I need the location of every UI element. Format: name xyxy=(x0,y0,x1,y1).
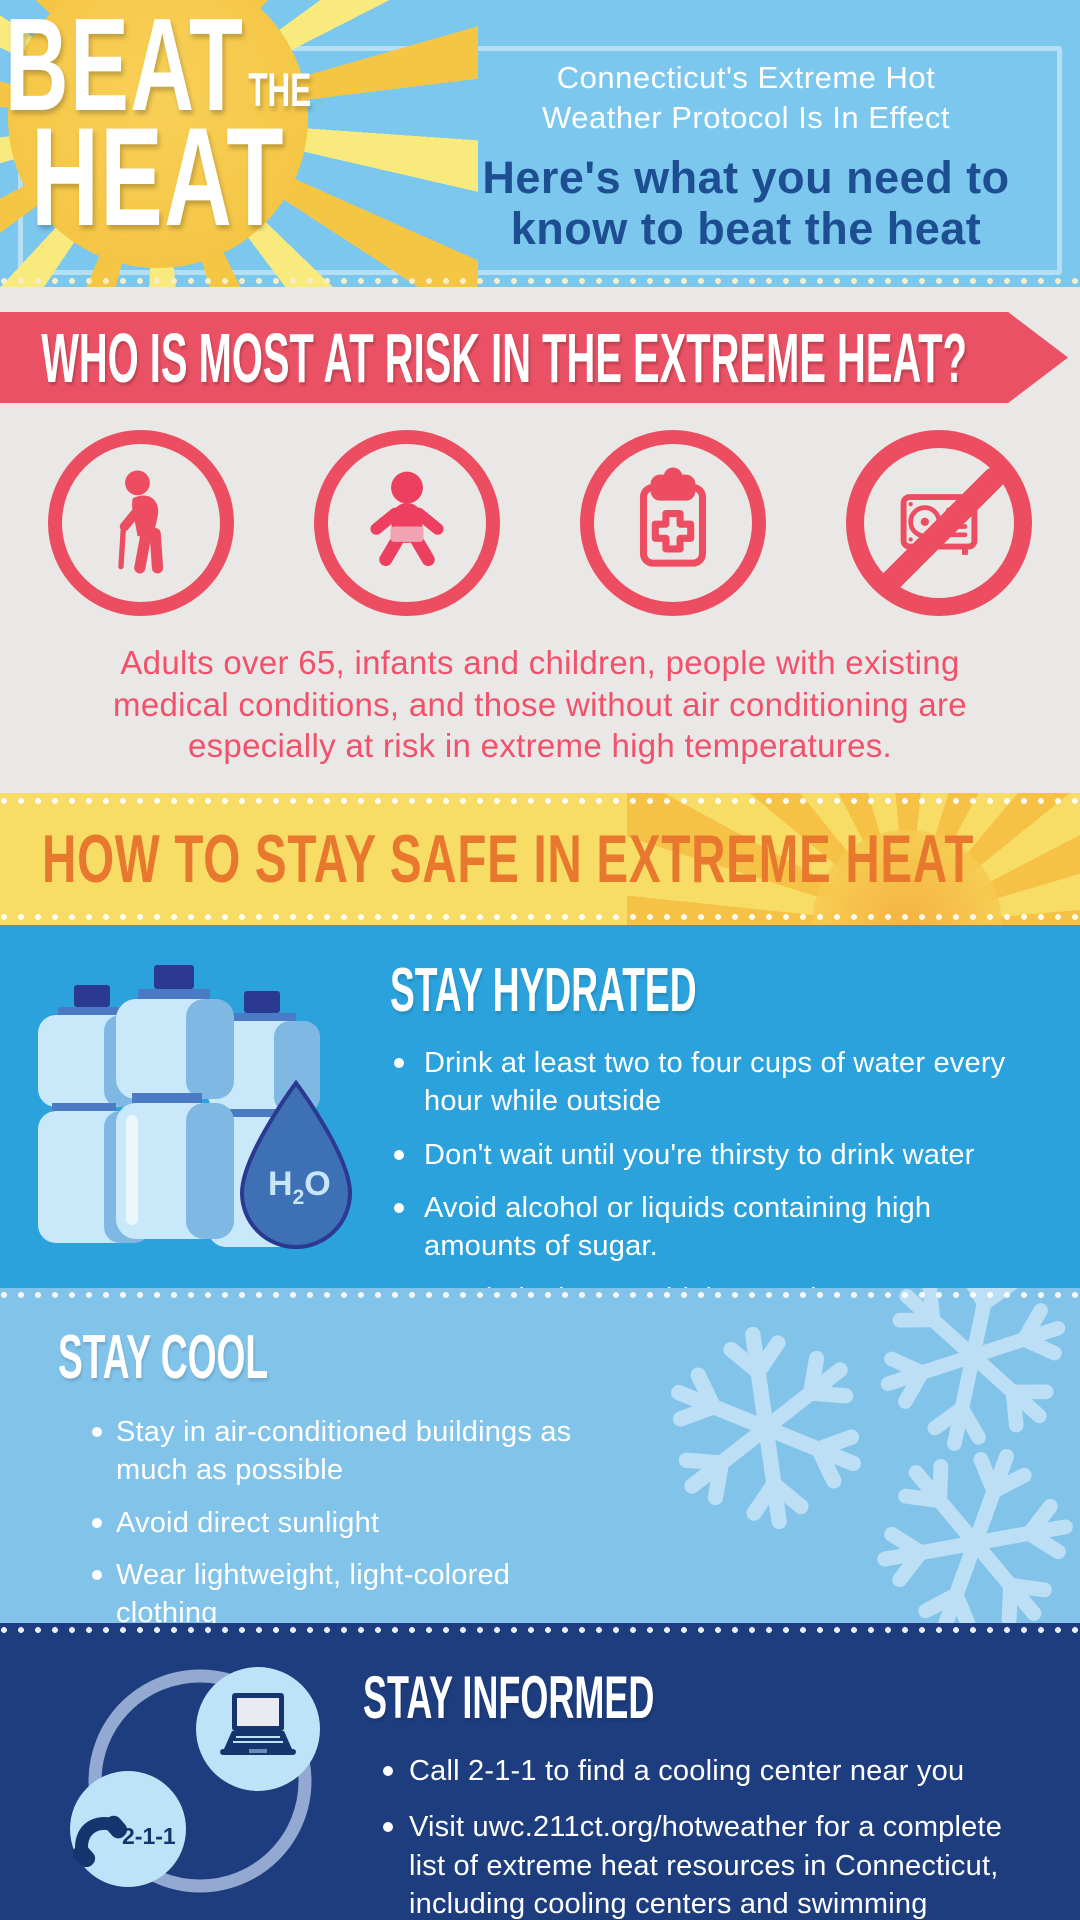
beat-the-heat-logo: BEAT THE HEAT xyxy=(5,0,312,268)
list-item: Stay in air-conditioned buildings as muc… xyxy=(88,1413,603,1490)
list-item: Remind others to drink enough water xyxy=(390,1280,1050,1288)
list-item: Don't wait until you're thirsty to drink… xyxy=(390,1136,1050,1174)
risk-section: WHO IS MOST AT RISK IN THE EXTREME HEAT? xyxy=(0,312,1080,793)
stay-informed-illustration: 2-1-1 xyxy=(70,1667,320,1893)
water-bottles-icon: H2O xyxy=(38,965,353,1249)
medical-clipboard-icon xyxy=(580,430,766,616)
list-item: Avoid direct sunlight xyxy=(88,1504,603,1542)
laptop-icon xyxy=(196,1667,320,1791)
list-item: Wear lightweight, light-colored clothing xyxy=(88,1556,603,1623)
stay-informed-section: 2-1-1 STAY INFORMED Call 2-1-1 to find a… xyxy=(0,1623,1080,1920)
header-text-block: Connecticut's Extreme Hot Weather Protoc… xyxy=(436,58,1056,254)
how-to-stay-safe-banner: HOW TO STAY SAFE IN EXTREME HEAT xyxy=(0,793,1080,925)
stay-cool-section: STAY COOL Stay in air-conditioned buildi… xyxy=(0,1288,1080,1623)
phone-2-1-1-icon: 2-1-1 xyxy=(70,1771,186,1887)
logo-word-beat: BEAT xyxy=(4,0,245,139)
risk-icon-row xyxy=(0,430,1080,616)
infant-icon xyxy=(314,430,500,616)
svg-text:H2O: H2O xyxy=(268,1165,331,1209)
list-item: Avoid alcohol or liquids containing high… xyxy=(390,1189,1050,1266)
list-item: Call 2-1-1 to find a cooling center near… xyxy=(379,1752,1039,1790)
stay-cool-title: STAY COOL xyxy=(58,1323,269,1392)
no-air-conditioning-icon xyxy=(846,430,1032,616)
list-item: Drink at least two to four cups of water… xyxy=(390,1044,1050,1121)
page-title: Here's what you need to know to beat the… xyxy=(482,152,1010,254)
logo-word-heat: HEAT xyxy=(31,97,285,255)
elderly-person-icon xyxy=(48,430,234,616)
sun-icon xyxy=(8,0,308,268)
risk-description: Adults over 65, infants and children, pe… xyxy=(113,644,967,765)
dotted-edge xyxy=(0,797,1080,805)
header: BEAT THE HEAT Connecticut's Extreme Hot … xyxy=(0,0,1080,287)
snowflakes-icon xyxy=(660,1288,1080,1623)
stay-hydrated-list: Drink at least two to four cups of water… xyxy=(390,1044,1050,1288)
dotted-edge xyxy=(0,913,1080,921)
dotted-edge xyxy=(0,1626,1080,1634)
risk-banner-title: WHO IS MOST AT RISK IN THE EXTREME HEAT? xyxy=(41,318,967,397)
phone-number-label: 2-1-1 xyxy=(122,1823,176,1849)
stay-informed-title: STAY INFORMED xyxy=(363,1664,655,1731)
risk-banner: WHO IS MOST AT RISK IN THE EXTREME HEAT? xyxy=(0,312,1068,403)
dotted-edge xyxy=(0,1291,1080,1299)
logo-word-the: THE xyxy=(248,63,312,117)
how-banner-title: HOW TO STAY SAFE IN EXTREME HEAT xyxy=(42,821,975,897)
h2o-drop-icon: H2O xyxy=(239,1079,353,1249)
dotted-edge xyxy=(0,277,1080,285)
ring-icon xyxy=(88,1669,312,1893)
stay-cool-list: Stay in air-conditioned buildings as muc… xyxy=(88,1413,603,1623)
protocol-status-text: Connecticut's Extreme Hot Weather Protoc… xyxy=(542,60,950,135)
list-item: Visit uwc.211ct.org/hotweather for a com… xyxy=(379,1808,1039,1920)
stay-hydrated-section: H2O STAY HYDRATED Drink at least two to … xyxy=(0,925,1080,1288)
stay-hydrated-title: STAY HYDRATED xyxy=(390,956,697,1025)
stay-informed-list: Call 2-1-1 to find a cooling center near… xyxy=(379,1752,1039,1920)
